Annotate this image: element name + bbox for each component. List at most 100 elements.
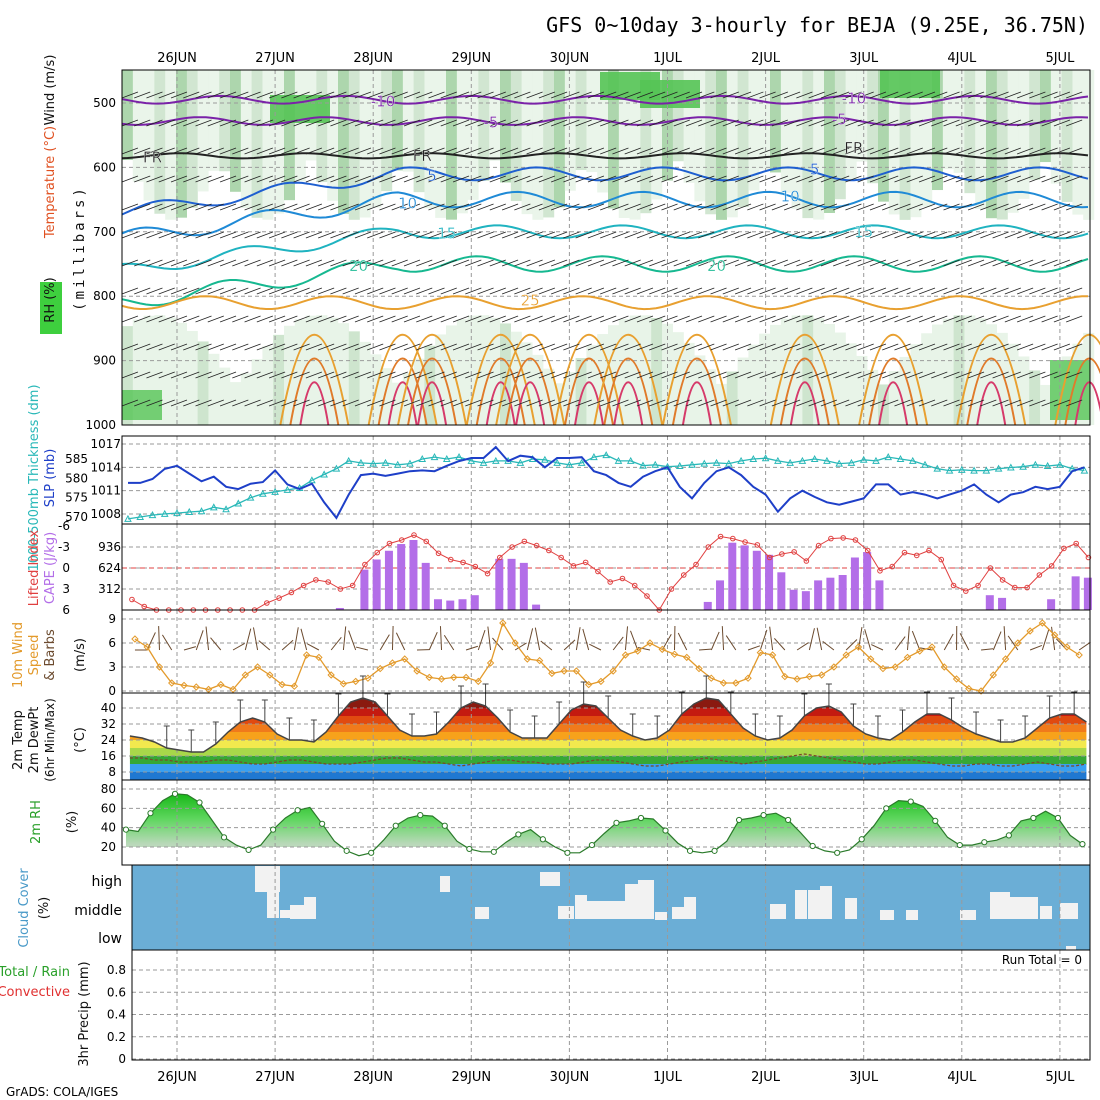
lifted-index-point [264,600,270,606]
wind-barb [170,259,188,267]
thickness-point [994,464,1003,472]
cloud-block [585,901,625,919]
wind-barb [318,119,335,127]
rh-point [686,847,694,854]
wind-barb [796,642,809,651]
wind-barb [710,287,727,295]
rh-shade-top [338,70,349,214]
rh-shade-top [834,70,846,200]
wind-barb [636,399,654,407]
lifted-index-point [325,579,331,585]
wind-speed-point [854,643,863,651]
thermal-contour [407,357,458,426]
precip-tick-label: 0.4 [107,1008,126,1022]
wind-barb [550,315,568,323]
wind-barb [980,287,997,295]
thickness-point [651,460,660,468]
precip-tick-label: 0.6 [107,985,126,999]
wind-barb [219,91,237,99]
wind-barb [1051,626,1056,651]
wind-barb [833,259,850,267]
rh-shade-bottom [716,383,727,425]
wind-barb [612,175,629,183]
temp-band [129,740,1087,748]
rh-shade-top [575,70,587,171]
wind-barb [244,287,261,295]
thickness-point [921,460,929,468]
wind-barb [244,315,261,323]
rh-shade-bottom [813,318,825,425]
wind-barb [134,259,151,267]
rh-point [785,816,792,824]
wind-barb [465,119,482,127]
contour-label: 10 [781,187,800,205]
wind-barb [207,147,224,155]
wind-barb [563,231,580,239]
run-total-label: Run Total = 0 [1002,953,1082,967]
wind-barb [721,626,725,651]
lifted-index-point [877,568,883,574]
wind-barb [219,343,237,351]
wind-barb [354,91,372,99]
rh-shade-bottom [273,334,285,425]
wind-barb [710,343,727,351]
wind-barb [354,175,372,183]
thermal-contour [956,334,1027,426]
wind-barb [612,399,629,407]
rh-tick-label: 20 [101,840,116,854]
rh-point [147,810,154,817]
wind-barb [931,175,948,183]
rh-shade-top [888,70,900,215]
wind-barb [183,147,200,155]
rh-shade-top [662,70,673,181]
slp-tick-right: 1014 [90,460,121,474]
wind-barb [501,91,519,99]
wind-barb [146,315,163,323]
rh-point [1030,814,1037,822]
precip-frame [131,949,1091,1061]
thickness-point [1019,462,1027,470]
wind-barb [443,634,455,651]
wind-barb [391,175,408,183]
wind-barb [710,203,727,211]
cloud-level-label: low [98,931,122,947]
wind-barb [440,147,457,155]
wind-barb [268,91,286,99]
thickness-point [835,459,844,467]
wind-barb [318,371,335,379]
wind-barb [771,371,789,379]
wind-speed-point [376,664,384,673]
wind-barb [477,629,486,651]
wind-barb [489,119,506,127]
wind-barb [587,287,605,295]
wind-barb [747,399,764,407]
wind-barb [244,399,261,407]
wind-barb [1029,315,1046,323]
thickness-point [761,454,770,462]
lifted-index-point [913,552,920,559]
wind-barb [698,399,715,407]
wind-barb [673,371,690,379]
wind-barb [342,626,347,651]
rh-shade-bottom [197,341,209,425]
thickness-point [271,487,279,495]
wind-barb [452,203,470,211]
wind-barb [219,399,237,407]
cape-bar [789,589,798,610]
lifted-index-point [1024,584,1030,591]
wind-barb [367,91,384,99]
wind-barb [587,315,605,323]
wind-barb [624,119,641,127]
wind-barb [820,91,838,99]
wind-barb [918,119,936,127]
thickness-point [737,456,745,464]
rh-shade-bottom [186,330,198,425]
wind-barb [710,259,727,267]
wind-speed-point [351,677,360,686]
wind-barb [636,119,654,127]
rh-shade-top [1083,70,1095,220]
wind-barb [710,175,727,183]
wind-barb [489,231,506,239]
wind-barb [170,175,188,183]
